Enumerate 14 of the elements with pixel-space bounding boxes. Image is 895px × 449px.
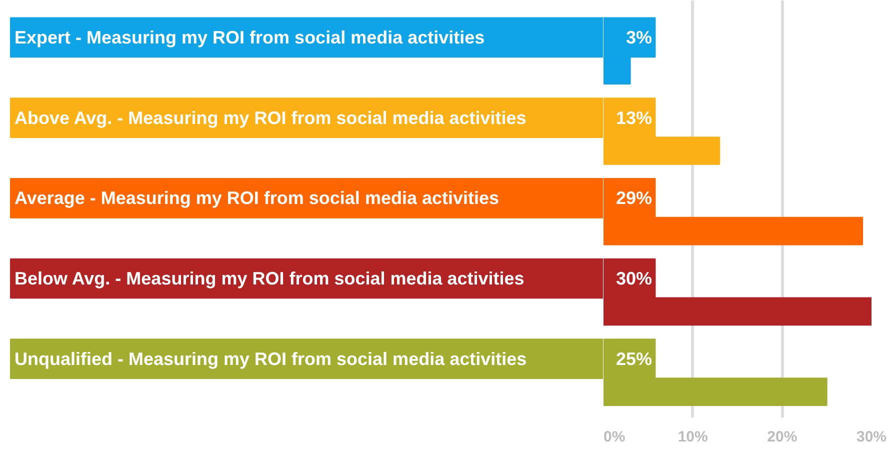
data-label: 29% [616, 188, 652, 208]
data-label: 3% [626, 27, 652, 48]
x-tick-label: 20% [767, 428, 798, 446]
x-tick-label: 0% [604, 428, 626, 446]
data-label: 13% [616, 108, 652, 128]
y-tick-label: Unqualified - Measuring my ROI from social media activities [14, 348, 527, 369]
x-tick-label: 30% [856, 428, 887, 446]
y-tick-label: Below Avg. - Measuring my ROI from social media activities [14, 268, 524, 288]
data-label: 25% [616, 348, 652, 369]
y-tick-label: Above Avg. - Measuring my ROI from social media activities [14, 108, 526, 128]
y-tick-label: Expert - Measuring my ROI from social media activities [14, 27, 485, 48]
x-tick-label: 10% [678, 428, 708, 446]
data-label: 30% [616, 268, 652, 288]
y-tick-label: Average - Measuring my ROI from social media activities [14, 188, 500, 208]
